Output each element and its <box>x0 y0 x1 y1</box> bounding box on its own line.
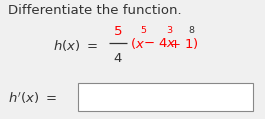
Text: $4$: $4$ <box>113 52 123 65</box>
FancyBboxPatch shape <box>78 83 253 111</box>
Text: $h'(x)\ =$: $h'(x)\ =$ <box>8 90 57 106</box>
Text: $5$: $5$ <box>113 25 123 38</box>
Text: $h(x)\ =$: $h(x)\ =$ <box>53 38 98 53</box>
Text: $8$: $8$ <box>188 24 195 35</box>
Text: $3$: $3$ <box>166 24 174 35</box>
Text: $(x$: $(x$ <box>130 36 145 51</box>
Text: $5$: $5$ <box>140 24 147 35</box>
Text: $-\ 4x$: $-\ 4x$ <box>143 37 176 50</box>
Text: $+\ 1)$: $+\ 1)$ <box>169 36 199 51</box>
Text: Differentiate the function.: Differentiate the function. <box>8 4 182 17</box>
